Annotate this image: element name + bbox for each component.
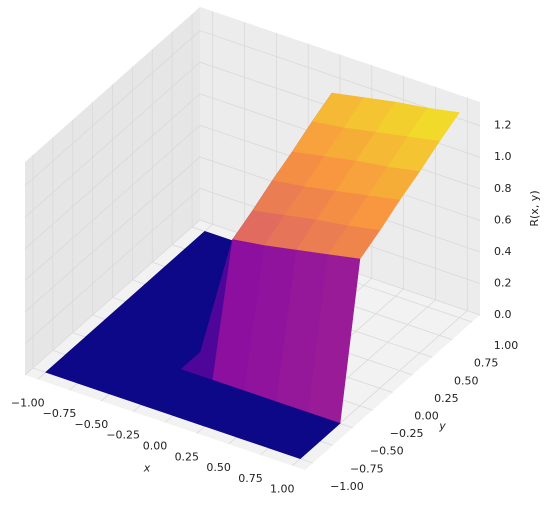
z-tick-label: 0.8	[494, 182, 512, 195]
y-tick-label: −0.75	[350, 462, 384, 475]
y-axis-label: y	[438, 420, 446, 433]
surface-patch	[267, 429, 321, 459]
panes	[24, 7, 481, 470]
z-axis-label: R(x, y)	[528, 190, 541, 226]
grid-line	[24, 219, 481, 376]
x-tick-label: −0.75	[43, 407, 77, 420]
y-tick-label: −1.00	[330, 480, 364, 493]
y-tick-label: 0.25	[434, 392, 459, 405]
grid-line	[24, 187, 481, 344]
x-tick-label: −1.00	[11, 396, 45, 409]
x-tick-label: 0.00	[143, 440, 168, 453]
y-tick-label: 1.00	[494, 339, 519, 352]
z-tick-label: 0.2	[494, 276, 512, 289]
grid-line	[24, 30, 481, 186]
y-tick-label: 0.00	[414, 410, 439, 423]
x-tick-label: 1.00	[270, 483, 295, 496]
x-tick-label: −0.50	[75, 418, 109, 431]
y-tick-label: −0.50	[370, 445, 404, 458]
surface	[45, 92, 460, 459]
x-tick-label: 0.25	[175, 450, 200, 463]
x-tick-label: 0.75	[238, 472, 263, 485]
x-tick-label: 0.50	[206, 461, 231, 474]
x-tick-label: −0.25	[106, 429, 140, 442]
x-axis-label: x	[143, 462, 151, 475]
y-tick-label: 0.75	[474, 357, 499, 370]
z-tick-label: 1.0	[494, 150, 512, 163]
y-tick-label: −0.25	[390, 427, 424, 440]
y-tick-label: 0.50	[454, 374, 479, 387]
z-tick-label: 1.2	[494, 119, 512, 132]
z-tick-label: 0.4	[494, 245, 512, 258]
z-tick-label: 0.6	[494, 213, 512, 226]
labels: −1.00−0.75−0.50−0.250.000.250.500.751.00…	[11, 119, 541, 496]
z-tick-label: 0.0	[494, 308, 512, 321]
